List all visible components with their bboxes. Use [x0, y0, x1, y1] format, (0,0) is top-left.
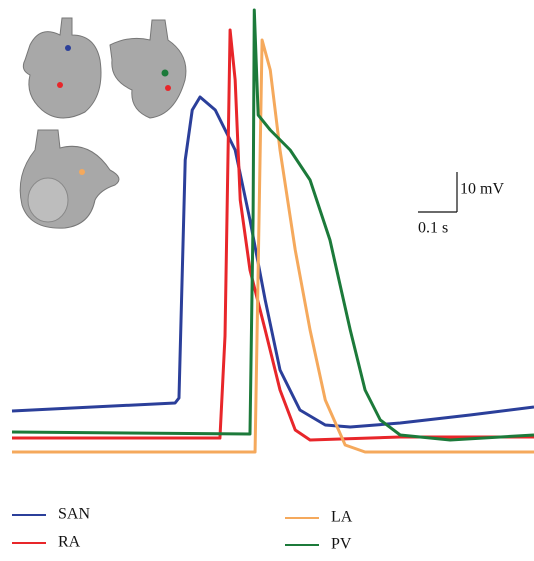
scale-y-label: 10 mV	[460, 181, 504, 198]
series-line	[12, 38, 534, 454]
series-line	[12, 28, 534, 442]
marker	[65, 45, 71, 51]
marker	[79, 169, 85, 175]
series-line	[11, 8, 534, 442]
legend-label: RA	[58, 534, 81, 551]
scale-x-label: 0.1 s	[418, 220, 448, 237]
marker	[165, 85, 171, 91]
heart-illustrations	[19, 17, 187, 229]
series-line	[11, 95, 534, 429]
valve	[27, 177, 69, 223]
marker	[161, 69, 169, 77]
legend-label: LA	[331, 509, 353, 526]
marker	[57, 82, 63, 88]
legend-label: PV	[331, 536, 352, 553]
heart-2	[109, 19, 187, 119]
legend-label: SAN	[58, 506, 90, 523]
heart-1	[22, 17, 102, 119]
